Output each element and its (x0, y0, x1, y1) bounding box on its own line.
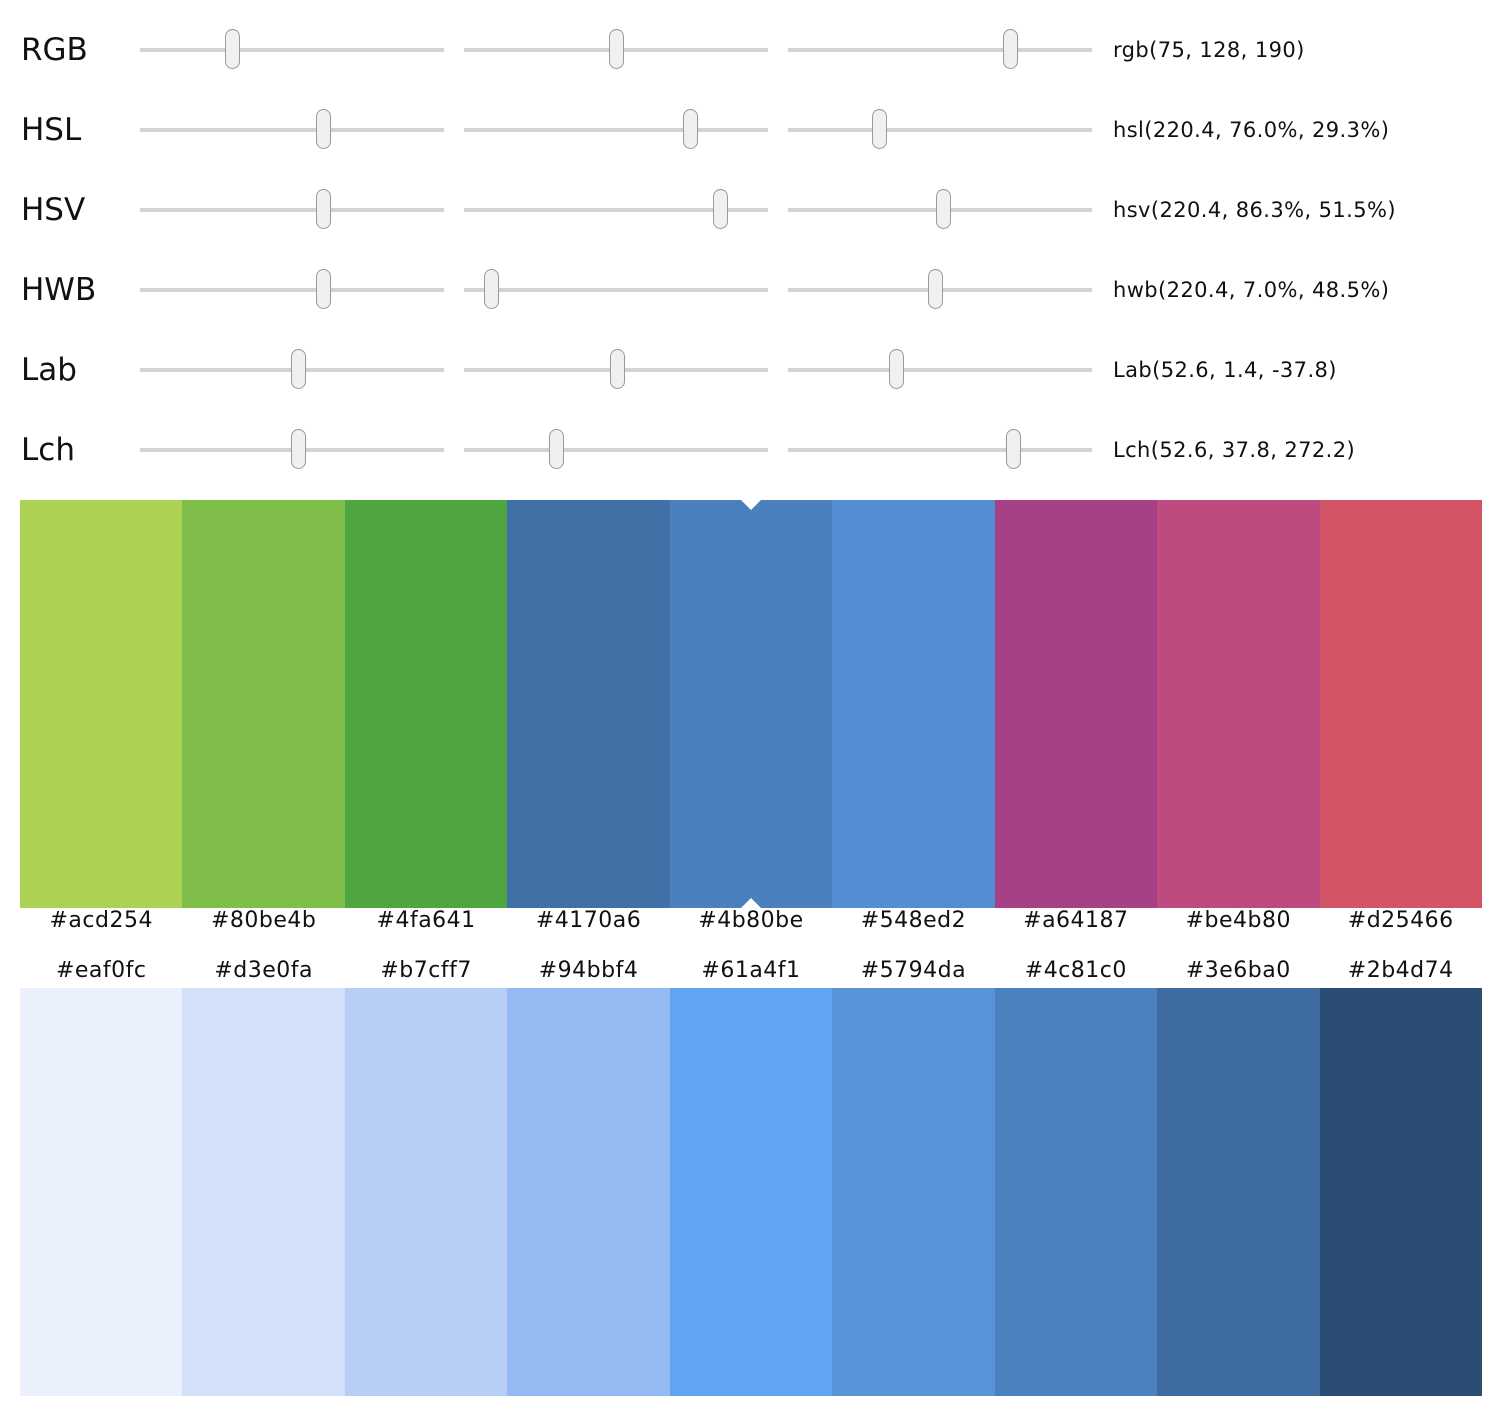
value-text: Lch(52.6, 37.8, 272.2) (1113, 438, 1356, 462)
slider-track[interactable] (788, 109, 1092, 149)
swatch-hex: #94bbf4 (538, 958, 639, 983)
swatch-hex: #2b4d74 (1347, 958, 1454, 983)
model-label: Lch (21, 432, 75, 468)
slider-handle[interactable] (316, 189, 332, 229)
swatch-hex: #4c81c0 (1024, 958, 1127, 983)
slider-handle[interactable] (872, 109, 888, 149)
slider-handle[interactable] (608, 29, 624, 69)
swatch[interactable] (1157, 500, 1320, 908)
swatch[interactable] (994, 500, 1158, 908)
slider-track[interactable] (788, 349, 1092, 389)
swatch[interactable] (669, 500, 833, 908)
swatch-hex: #eaf0fc (55, 958, 147, 983)
slider-track[interactable] (464, 109, 768, 149)
swatch[interactable] (669, 988, 833, 1396)
swatch[interactable] (1319, 988, 1482, 1396)
slider-track[interactable] (788, 189, 1092, 229)
slider-track[interactable] (464, 269, 768, 309)
swatch-hex: #4fa641 (376, 908, 476, 933)
slider-track[interactable] (464, 349, 768, 389)
slider-handle[interactable] (291, 349, 307, 389)
swatch-hex: #be4b80 (1185, 908, 1291, 933)
value-text: hsl(220.4, 76.0%, 29.3%) (1113, 118, 1390, 142)
slider-track[interactable] (788, 429, 1092, 469)
slider-handle[interactable] (316, 269, 332, 309)
swatch[interactable] (1157, 988, 1320, 1396)
model-label: RGB (21, 32, 88, 68)
swatch[interactable] (507, 500, 670, 908)
slider-handle[interactable] (316, 109, 332, 149)
swatch-hex: #3e6ba0 (1185, 958, 1291, 983)
shade-labels: #eaf0fc #d3e0fa #b7cff7 #94bbf4 #61a4f1 #5794… (20, 958, 1482, 983)
slider-row-hsv: HSV hsv(220.4, 86.3%, 51.5%) (0, 170, 1501, 250)
slider-track[interactable] (140, 29, 444, 69)
swatch[interactable] (20, 988, 183, 1396)
slider-handle[interactable] (889, 349, 905, 389)
swatch[interactable] (344, 988, 508, 1396)
slider-row-lab: Lab Lab(52.6, 1.4, -37.8) (0, 330, 1501, 410)
slider-handle[interactable] (484, 269, 500, 309)
swatch[interactable] (832, 988, 995, 1396)
model-label: HSL (21, 112, 82, 148)
shade-swatches (20, 988, 1482, 1396)
slider-track[interactable] (140, 189, 444, 229)
swatch[interactable] (344, 500, 508, 908)
slider-handle[interactable] (682, 109, 698, 149)
harmony-swatches (20, 500, 1482, 908)
slider-handle[interactable] (712, 189, 728, 229)
slider-track[interactable] (464, 429, 768, 469)
slider-row-hwb: HWB hwb(220.4, 7.0%, 48.5%) (0, 250, 1501, 330)
slider-track[interactable] (140, 349, 444, 389)
slider-handle[interactable] (1005, 429, 1021, 469)
slider-track[interactable] (788, 29, 1092, 69)
slider-handle[interactable] (936, 189, 952, 229)
value-text: rgb(75, 128, 190) (1113, 38, 1305, 62)
swatch-hex: #acd254 (49, 908, 153, 933)
swatch-hex: #b7cff7 (380, 958, 472, 983)
value-text: hwb(220.4, 7.0%, 48.5%) (1113, 278, 1390, 302)
slider-handle[interactable] (224, 29, 240, 69)
swatch-hex: #4b80be (698, 908, 804, 933)
swatch[interactable] (182, 500, 345, 908)
swatch[interactable] (20, 500, 183, 908)
swatch-hex: #61a4f1 (701, 958, 801, 983)
slider-track[interactable] (464, 189, 768, 229)
swatch-hex: #d3e0fa (214, 958, 313, 983)
slider-row-hsl: HSL hsl(220.4, 76.0%, 29.3%) (0, 90, 1501, 170)
slider-handle[interactable] (549, 429, 565, 469)
swatch-hex: #548ed2 (860, 908, 967, 933)
slider-track[interactable] (464, 29, 768, 69)
slider-track[interactable] (140, 429, 444, 469)
model-label: Lab (21, 352, 77, 388)
selected-marker-bottom (741, 898, 761, 908)
swatch-hex: #a64187 (1023, 908, 1129, 933)
slider-row-lch: Lch Lch(52.6, 37.8, 272.2) (0, 410, 1501, 490)
swatch[interactable] (507, 988, 670, 1396)
swatch[interactable] (1319, 500, 1482, 908)
swatch[interactable] (182, 988, 345, 1396)
slider-handle[interactable] (291, 429, 307, 469)
slider-handle[interactable] (1002, 29, 1018, 69)
slider-track[interactable] (788, 269, 1092, 309)
swatch[interactable] (832, 500, 995, 908)
model-label: HWB (21, 272, 97, 308)
value-text: hsv(220.4, 86.3%, 51.5%) (1113, 198, 1396, 222)
harmony-labels: #acd254 #80be4b #4fa641 #4170a6 #4b80be #548e… (20, 908, 1482, 933)
selected-marker-top (741, 500, 761, 510)
slider-track[interactable] (140, 109, 444, 149)
model-label: HSV (21, 192, 86, 228)
swatch-hex: #d25466 (1347, 908, 1454, 933)
swatch[interactable] (994, 988, 1158, 1396)
swatch-hex: #80be4b (210, 908, 317, 933)
slider-row-rgb: RGB rgb(75, 128, 190) (0, 10, 1501, 90)
swatch-hex: #5794da (860, 958, 967, 983)
swatch-hex: #4170a6 (535, 908, 642, 933)
slider-handle[interactable] (927, 269, 943, 309)
slider-handle[interactable] (609, 349, 625, 389)
value-text: Lab(52.6, 1.4, -37.8) (1113, 358, 1337, 382)
slider-track[interactable] (140, 269, 444, 309)
